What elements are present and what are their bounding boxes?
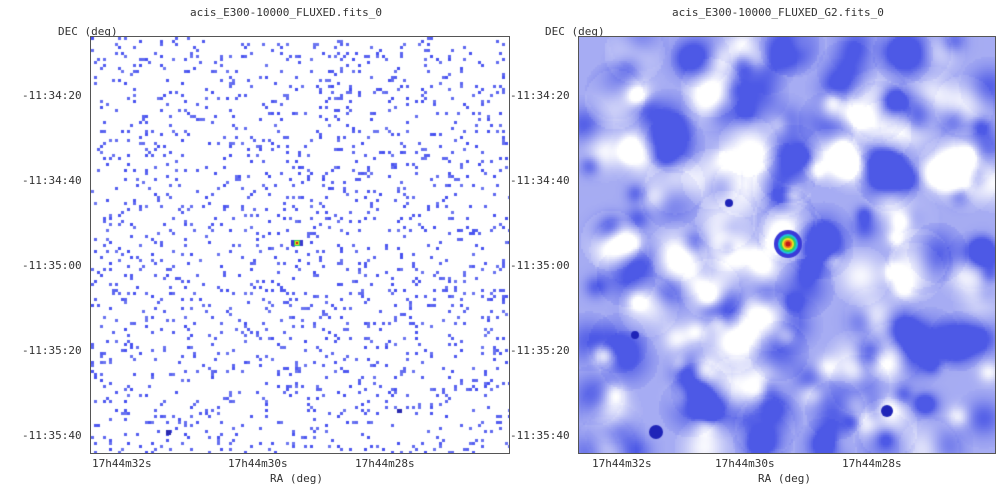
right-ra-axis-label: RA (deg)	[758, 472, 811, 485]
left-ytick-label: -11:34:40	[22, 174, 82, 187]
left-ytick-label: -11:35:40	[22, 429, 82, 442]
right-ytick-label: -11:34:40	[510, 174, 570, 187]
left-xtick-label: 17h44m32s	[92, 457, 152, 470]
right-xtick-label: 17h44m32s	[592, 457, 652, 470]
right-image-plot[interactable]	[578, 36, 996, 454]
right-xtick-label: 17h44m30s	[715, 457, 775, 470]
left-ytick-label: -11:35:00	[22, 259, 82, 272]
right-xtick-label: 17h44m28s	[842, 457, 902, 470]
left-dec-axis-label: DEC (deg)	[58, 25, 118, 38]
right-ytick-label: -11:34:20	[510, 89, 570, 102]
left-ytick-label: -11:34:20	[22, 89, 82, 102]
right-ytick-label: -11:35:00	[510, 259, 570, 272]
right-ytick-label: -11:35:40	[510, 429, 570, 442]
left-image-plot[interactable]	[90, 36, 510, 454]
right-dec-axis-label: DEC (deg)	[545, 25, 605, 38]
left-raw-pixel-map[interactable]	[91, 37, 509, 453]
left-ytick-label: -11:35:20	[22, 344, 82, 357]
left-xtick-label: 17h44m30s	[228, 457, 288, 470]
left-ra-axis-label: RA (deg)	[270, 472, 323, 485]
right-ytick-label: -11:35:20	[510, 344, 570, 357]
left-panel-title: acis_E300-10000_FLUXED.fits_0	[190, 6, 383, 19]
right-smoothed-map[interactable]	[579, 37, 995, 453]
right-panel-title: acis_E300-10000_FLUXED_G2.fits_0	[672, 6, 884, 19]
left-xtick-label: 17h44m28s	[355, 457, 415, 470]
